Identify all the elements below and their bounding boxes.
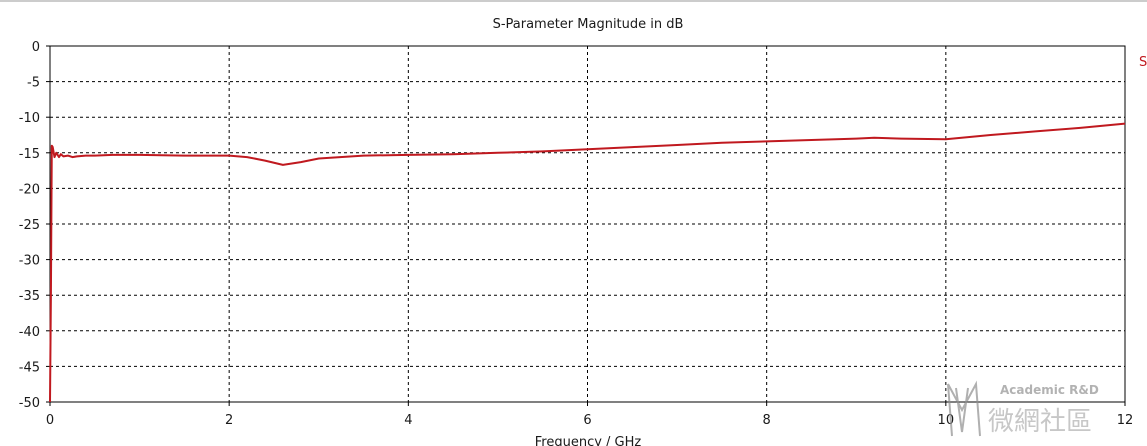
y-tick-label: -20 — [19, 182, 40, 197]
x-tick-label: 12 — [1117, 413, 1134, 428]
x-tick-label: 0 — [46, 413, 54, 428]
y-tick-label: -40 — [19, 325, 40, 340]
watermark-text-en: Academic R&D — [1000, 383, 1099, 397]
y-tick-label: -25 — [19, 218, 40, 233]
y-tick-label: -15 — [19, 147, 40, 162]
watermark-text-cn: 微網社區 — [988, 407, 1092, 437]
x-tick-label: 6 — [583, 413, 591, 428]
y-tick-label: -30 — [19, 254, 40, 269]
series-layer — [49, 122, 1126, 403]
chart-title: S-Parameter Magnitude in dB — [493, 17, 684, 32]
watermark-logo — [947, 380, 981, 437]
y-tick-label: -35 — [19, 289, 40, 304]
y-tick-label: -50 — [19, 396, 40, 411]
grid — [50, 46, 1125, 402]
y-tick-label: -5 — [27, 76, 40, 91]
axis-ticks: 0 2 4 6 8 10 120-5-10-15-20-25-30-35-40-45-50 — [19, 40, 1134, 428]
x-tick-label: 2 — [225, 413, 233, 428]
x-axis-label: Frequency / GHz — [535, 435, 642, 446]
x-tick-label: 4 — [404, 413, 412, 428]
series-line-0 — [49, 122, 1126, 403]
y-tick-label: -10 — [19, 111, 40, 126]
y-tick-label: 0 — [32, 40, 40, 55]
y-tick-label: -45 — [19, 360, 40, 375]
x-tick-label: 8 — [763, 413, 771, 428]
legend-series-label: S — [1139, 55, 1147, 70]
